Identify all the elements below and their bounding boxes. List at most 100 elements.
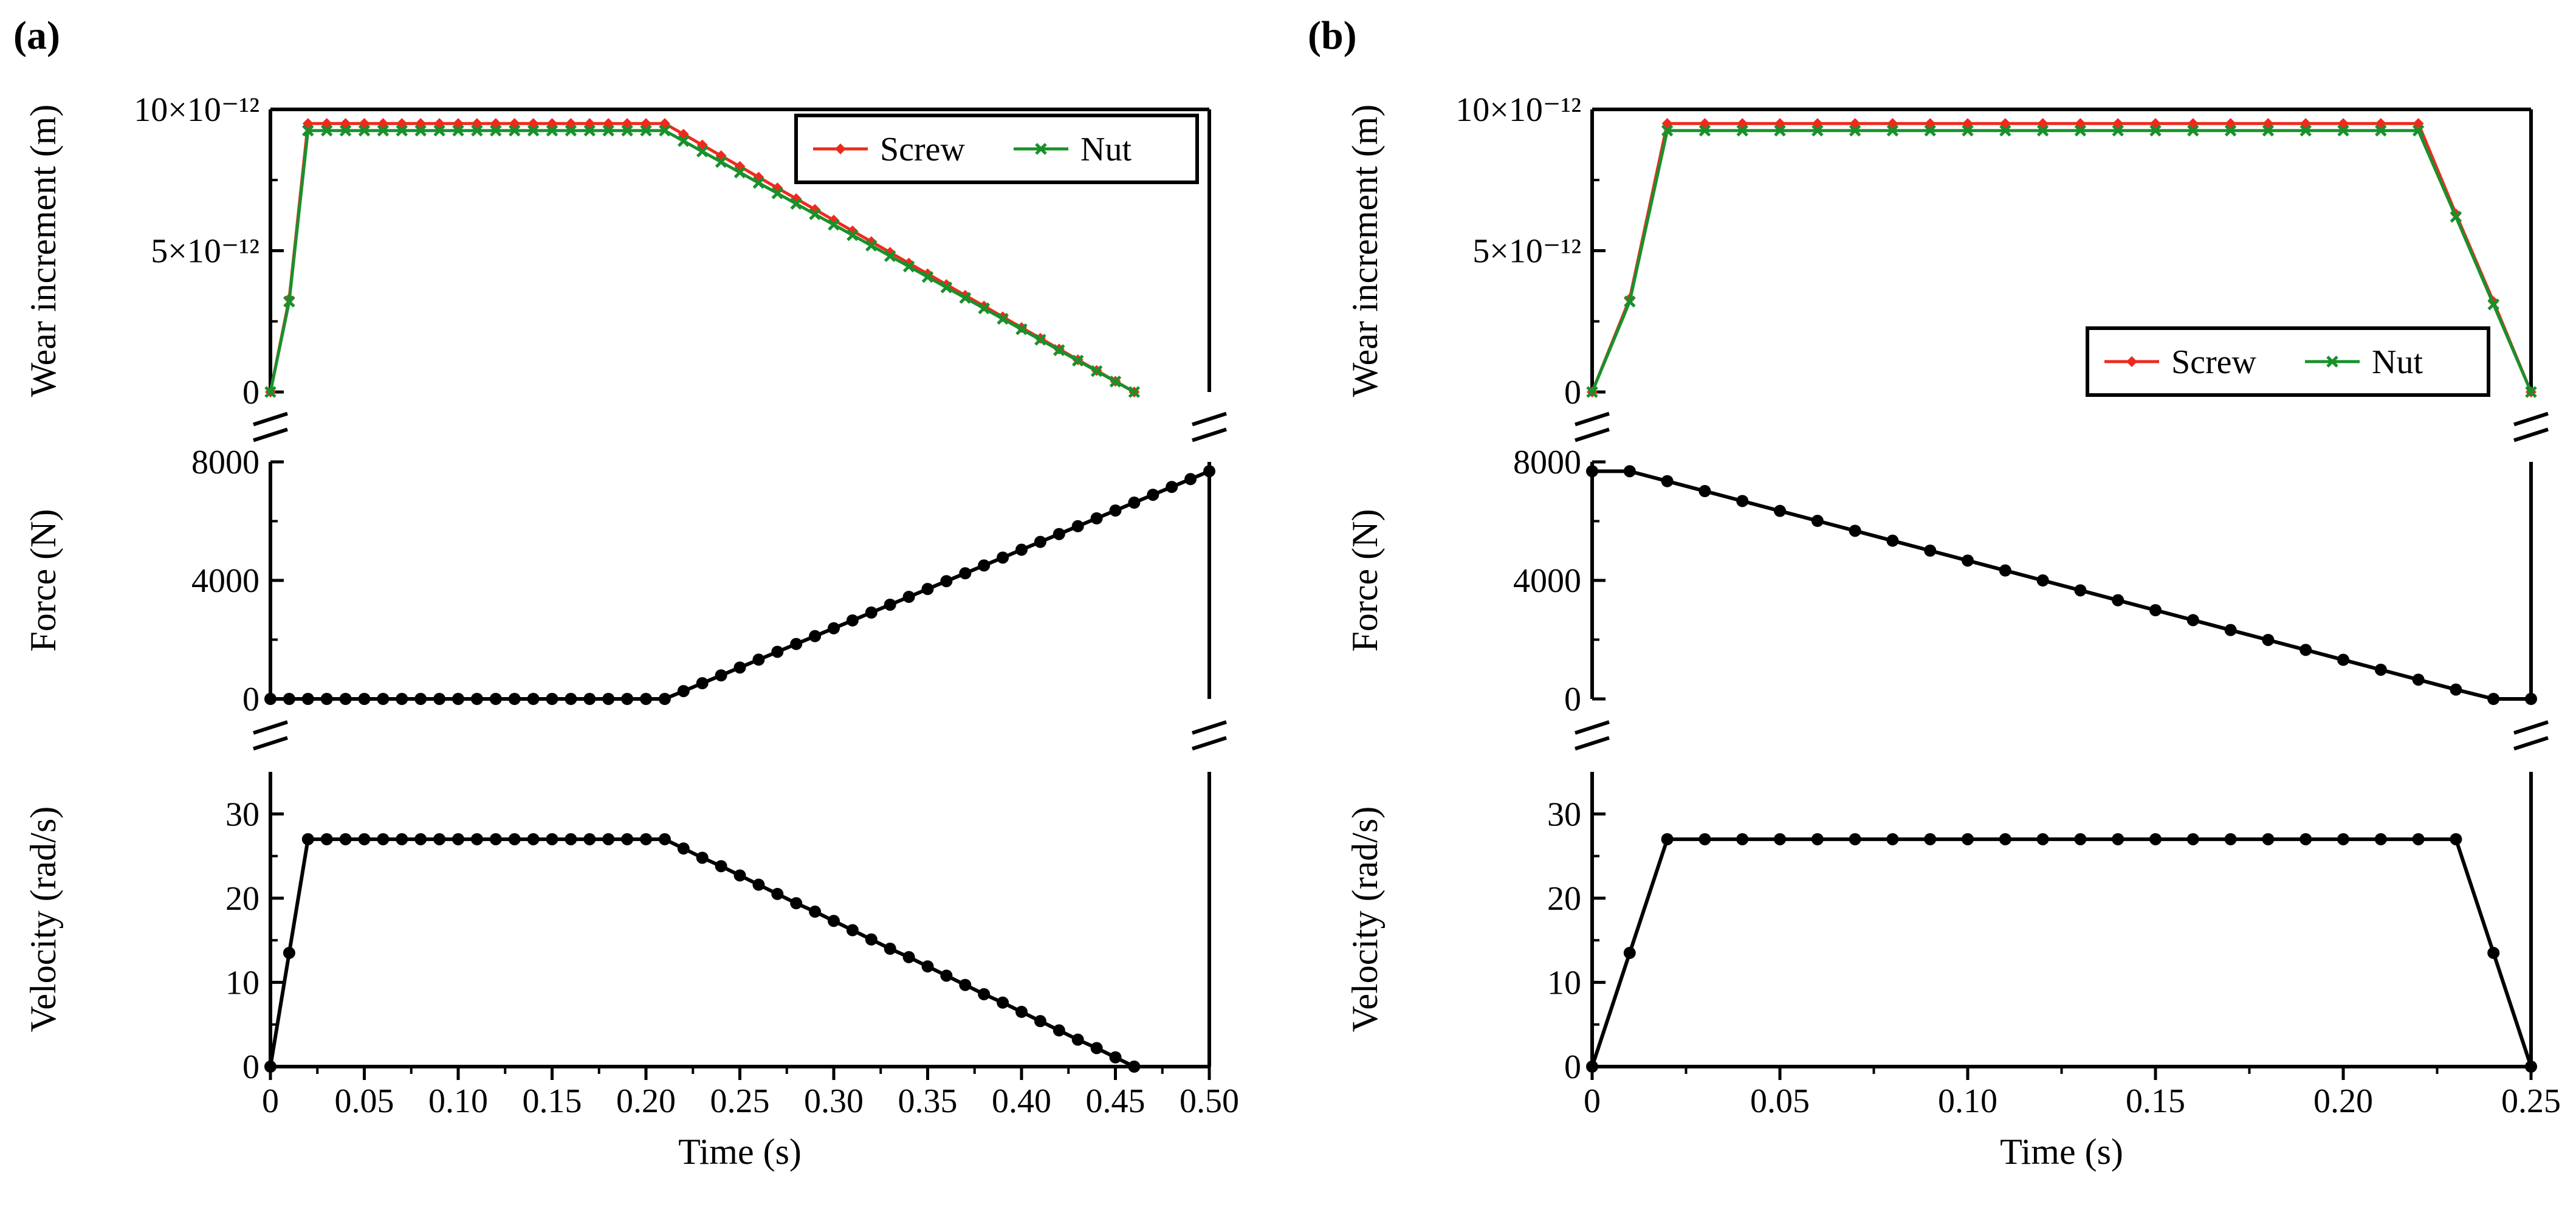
y-tick-label: 4000 xyxy=(191,562,259,600)
force-point xyxy=(602,693,615,705)
velocity-point xyxy=(2074,833,2087,845)
axis-break-mark xyxy=(1575,736,1610,751)
nut-point xyxy=(377,125,390,137)
force-point xyxy=(1999,564,2011,577)
velocity-point xyxy=(320,833,333,845)
velocity-point xyxy=(1698,833,1711,845)
force-point xyxy=(978,559,991,572)
force-point xyxy=(2525,693,2537,705)
force-point xyxy=(1623,465,1636,478)
velocity-point xyxy=(1128,1061,1141,1073)
velocity-point xyxy=(470,833,483,845)
nut-point xyxy=(2036,125,2049,137)
subplot-wear: 0 5×10⁻¹² 10×10⁻¹² Wear increment (m) Screw N… xyxy=(1345,91,2537,411)
force-point xyxy=(1811,515,1824,528)
nut-point xyxy=(1886,125,1899,137)
nut-point xyxy=(2187,125,2199,137)
axis-break-mark xyxy=(1575,411,1610,427)
nut-point xyxy=(659,125,671,137)
nut-point xyxy=(1812,125,1824,137)
force-point xyxy=(2337,653,2349,666)
axis-break-mark xyxy=(2513,720,2549,735)
velocity-point xyxy=(1071,1033,1084,1046)
y-axis-title: Force (N) xyxy=(23,509,63,652)
axis-break-mark xyxy=(1575,427,1610,442)
axis-break-mark xyxy=(1192,411,1227,427)
velocity-point xyxy=(283,946,295,959)
nut-point xyxy=(921,270,934,283)
nut-point xyxy=(2074,125,2087,137)
force-point xyxy=(1849,524,1861,537)
nut-point xyxy=(2262,125,2275,137)
y-tick-label: 10 xyxy=(1547,964,1581,1002)
velocity-point xyxy=(1661,833,1674,845)
velocity-point xyxy=(921,960,934,973)
force-point xyxy=(1166,481,1178,493)
nut-point xyxy=(320,125,333,137)
velocity-point xyxy=(1623,946,1636,959)
force-point xyxy=(377,693,390,705)
velocity-point xyxy=(546,833,558,845)
force-point xyxy=(470,693,483,705)
nut-point xyxy=(2375,125,2387,137)
force-point xyxy=(621,693,634,705)
velocity-line xyxy=(269,837,1135,1068)
nut-point xyxy=(959,292,972,304)
force-point xyxy=(1034,535,1046,548)
nut-point xyxy=(752,177,765,189)
nut-point xyxy=(790,198,802,210)
force-point xyxy=(1962,554,1974,567)
axis-break-mark xyxy=(253,736,288,751)
nut-point xyxy=(396,125,408,137)
screw-line xyxy=(1590,122,2533,393)
nut-point xyxy=(1962,125,1974,137)
force-point xyxy=(2186,614,2199,627)
velocity-point xyxy=(1586,1061,1598,1073)
nut-point xyxy=(546,125,558,137)
force-point xyxy=(1886,534,1899,547)
subplot-force: 0 4000 8000 Force (N) xyxy=(1345,444,2537,718)
force-point xyxy=(2487,693,2500,705)
series-nut xyxy=(264,125,1141,398)
force-point xyxy=(358,693,371,705)
nut-point xyxy=(1071,354,1084,367)
nut-point xyxy=(358,125,371,137)
axis-break-mark xyxy=(253,720,288,735)
velocity-point xyxy=(2149,833,2162,845)
force-point xyxy=(1090,512,1103,524)
nut-point xyxy=(2224,125,2237,137)
y-axis-title: Velocity (rad/s) xyxy=(23,806,63,1033)
velocity-point xyxy=(2525,1061,2537,1073)
force-point xyxy=(583,693,596,705)
force-point xyxy=(696,677,709,690)
nut-point xyxy=(2300,125,2312,137)
force-point xyxy=(828,622,840,634)
force-point xyxy=(959,567,972,580)
force-point xyxy=(433,693,446,705)
velocity-point xyxy=(828,915,840,927)
nut-point xyxy=(2412,125,2425,137)
x-tick-label: 0.45 xyxy=(1086,1082,1145,1120)
x-axis-title: Time (s) xyxy=(678,1132,802,1172)
velocity-point xyxy=(865,933,878,946)
force-point xyxy=(921,583,934,596)
y-axis-title: Velocity (rad/s) xyxy=(1345,806,1385,1033)
series-velocity xyxy=(1586,833,2537,1073)
nut-point xyxy=(414,125,427,137)
force-point xyxy=(508,693,521,705)
velocity-point xyxy=(1774,833,1786,845)
axis-break-mark xyxy=(2513,427,2549,442)
nut-point xyxy=(2337,125,2349,137)
velocity-point xyxy=(1053,1024,1065,1037)
y-tick-label: 8000 xyxy=(191,444,259,481)
axis-break-mark xyxy=(253,427,288,442)
velocity-point xyxy=(790,897,803,910)
nut-point xyxy=(1774,125,1786,137)
force-point xyxy=(2262,633,2275,646)
velocity-point xyxy=(2374,833,2387,845)
force-point xyxy=(865,606,878,619)
subplot-velocity: 0 10 20 30 Velocity (rad/s) xyxy=(23,796,1141,1086)
nut-point xyxy=(1090,365,1103,377)
force-point xyxy=(846,614,859,627)
